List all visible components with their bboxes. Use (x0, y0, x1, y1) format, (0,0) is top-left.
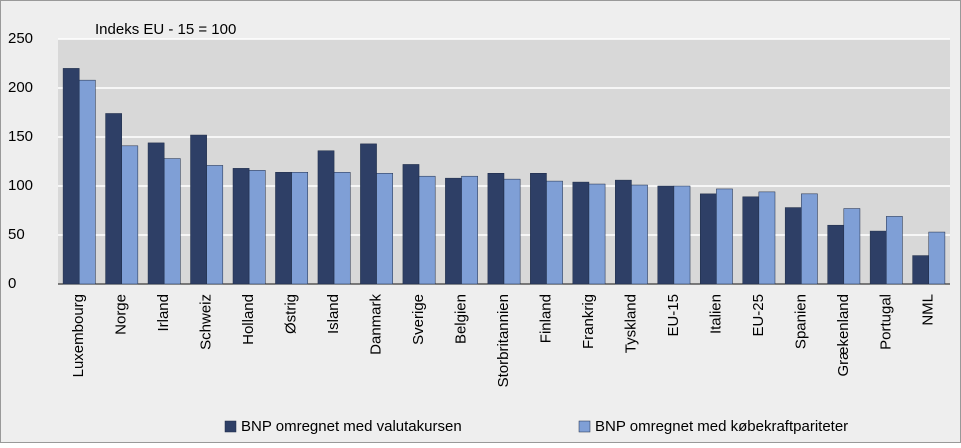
bar (62, 68, 80, 285)
x-tick-label: Holland (240, 294, 257, 345)
bar (912, 255, 930, 285)
bar (376, 173, 393, 285)
bar (928, 231, 946, 285)
bar (163, 158, 181, 285)
x-tick-label: Luxembourg (70, 294, 87, 377)
bar (121, 145, 139, 285)
bar (716, 188, 733, 285)
x-tick-label: Italien (707, 294, 724, 334)
legend-label: BNP omregnet med købekraftpariteter (595, 418, 848, 435)
x-tick-label: Island (325, 294, 342, 334)
x-tick-label: Schweiz (198, 294, 215, 350)
bar (546, 180, 563, 285)
annotation: Indeks EU - 15 = 100 (95, 21, 236, 38)
x-tick-label: EU-15 (665, 294, 682, 337)
x-tick-label: Finland (537, 294, 554, 343)
x-tick-label: Frankrig (580, 294, 597, 349)
x-tick-label: Storbritannien (495, 294, 512, 387)
bar (248, 170, 266, 285)
bar (333, 172, 351, 285)
bar (317, 150, 335, 285)
bar (445, 177, 462, 285)
bar (206, 165, 224, 285)
bar (572, 181, 590, 285)
x-tick-label: Norge (113, 294, 130, 335)
bar (801, 193, 818, 285)
bar (503, 178, 521, 285)
bar (105, 113, 122, 285)
bar (402, 164, 420, 285)
legend-swatch (224, 420, 237, 433)
bar (461, 175, 478, 285)
bar (418, 175, 436, 285)
x-tick-label: Østrig (283, 294, 300, 334)
x-tick-label: Irland (155, 294, 172, 332)
x-tick-label: Tyskland (622, 294, 639, 353)
bar (758, 191, 776, 285)
x-tick-label: Spanien (792, 294, 809, 349)
y-tick-label: 50 (8, 226, 25, 243)
x-tick-label: Sverige (410, 294, 427, 345)
y-tick-label: 0 (8, 275, 16, 292)
bar (360, 143, 377, 285)
bar (843, 208, 861, 285)
bar (886, 216, 903, 285)
x-tick-label: Portugal (877, 294, 894, 350)
x-tick-label: Grækenland (835, 294, 852, 377)
y-tick-label: 250 (8, 30, 33, 47)
bar (190, 134, 207, 285)
bar (657, 185, 675, 285)
legend-swatch (578, 420, 591, 433)
bar (827, 224, 845, 285)
bar (232, 168, 250, 285)
bar (615, 179, 632, 285)
bar (869, 230, 887, 285)
y-tick-label: 150 (8, 128, 33, 145)
legend-label: BNP omregnet med valutakursen (241, 418, 462, 435)
bar (291, 172, 309, 285)
y-tick-label: 100 (8, 177, 33, 194)
bar (147, 142, 165, 285)
bar (530, 173, 547, 285)
bar (487, 173, 505, 285)
bar (784, 207, 802, 285)
x-tick-label: Belgien (452, 294, 469, 344)
bar (742, 196, 760, 285)
bar (275, 172, 292, 285)
x-tick-label: NML (920, 294, 937, 326)
bar (78, 79, 96, 285)
y-tick-label: 200 (8, 79, 33, 96)
bar (588, 183, 606, 285)
x-tick-label: Danmark (368, 294, 385, 355)
bar (631, 184, 648, 285)
bar (699, 193, 717, 285)
x-tick-label: EU-25 (750, 294, 767, 337)
bar (673, 185, 691, 285)
